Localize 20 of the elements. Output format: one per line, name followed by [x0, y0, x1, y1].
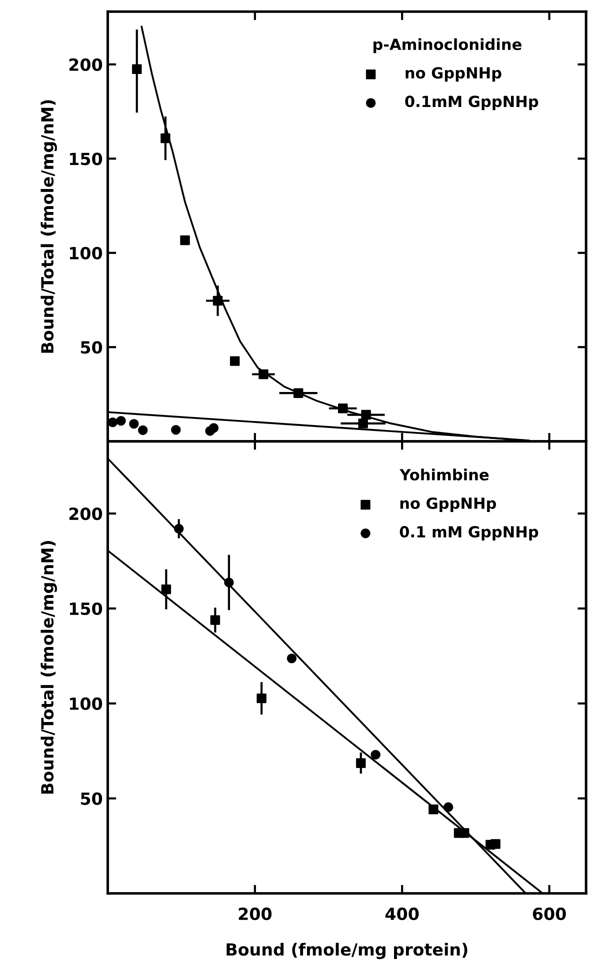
y-tick-label: 150: [70, 152, 102, 166]
y-tick-label: 50: [80, 341, 102, 354]
y-axis-title: Bound/Total (fmole/mg/nM): [40, 541, 57, 794]
y-tick-label: 200: [69, 507, 102, 520]
legend-label: 0.1 mM GppNHp: [400, 526, 538, 541]
x-axis-title: Bound (fmole/mg protein): [226, 942, 468, 960]
y-axis-title: Bound/Total (fmole/mg/nM): [40, 100, 57, 353]
y-tick-label: 200: [69, 58, 102, 71]
y-tick-label: 50: [80, 792, 102, 805]
x-tick-label: 600: [532, 908, 566, 920]
y-tick-label: 150: [70, 602, 102, 616]
legend-title: Yohimbine: [400, 468, 489, 480]
legend-label: no GppNHp: [406, 67, 502, 82]
legend-label: no GppNHp: [400, 497, 496, 512]
x-tick-label: 200: [238, 908, 272, 920]
y-tick-label: 100: [70, 697, 102, 710]
legend-title: p-Aminoclonidine: [374, 38, 522, 54]
y-tick-label: 100: [70, 246, 102, 260]
x-tick-label: 400: [385, 908, 419, 920]
legend-label: 0.1mM GppNHp: [405, 96, 538, 110]
